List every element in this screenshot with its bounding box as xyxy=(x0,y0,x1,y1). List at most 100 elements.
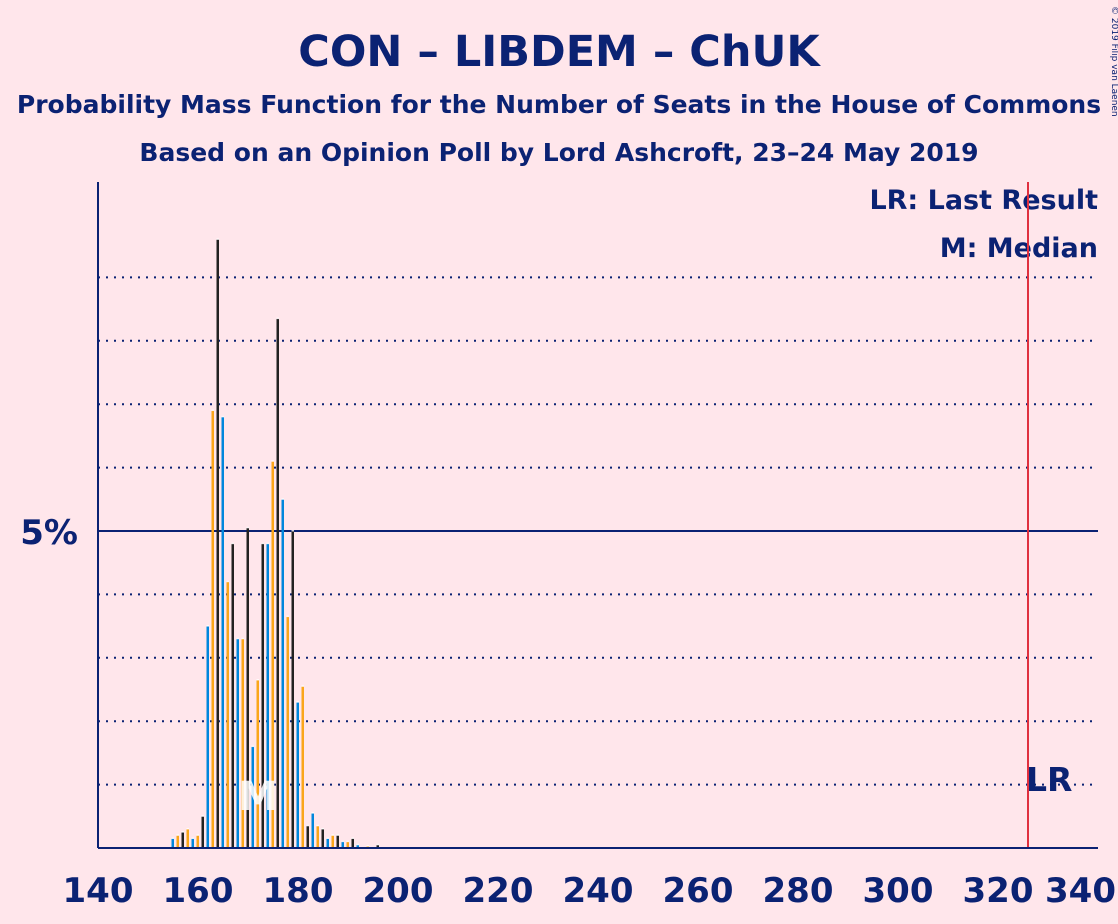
bar-libdem xyxy=(346,841,349,848)
bar-cap-chuk xyxy=(336,834,339,836)
bar-chuk xyxy=(201,816,204,848)
bar-chuk xyxy=(181,832,184,848)
bar-con xyxy=(281,499,284,848)
bar-chuk xyxy=(291,531,294,848)
axes: LR 5% 140 160 180 200 220 240 260 280 300 320 340 xyxy=(20,182,1116,911)
bar-con xyxy=(326,838,329,848)
bar-libdem xyxy=(241,638,244,848)
bar-con xyxy=(191,838,194,848)
bar-cap-con xyxy=(206,625,209,627)
bar-libdem xyxy=(211,410,214,848)
bar-cap-con xyxy=(341,840,344,843)
x-tick-label: 240 xyxy=(563,871,634,911)
x-tick-label: 300 xyxy=(863,871,934,911)
y-tick-label: 5% xyxy=(20,513,78,553)
bar-cap-libdem xyxy=(331,834,334,836)
bar-cap-con xyxy=(221,415,224,418)
bar-cap-libdem xyxy=(316,824,319,827)
bar-con xyxy=(311,813,314,848)
bar-cap-con xyxy=(236,637,239,640)
bar-libdem xyxy=(186,828,189,848)
bar-cap-chuk xyxy=(231,542,234,545)
x-tick-label: 260 xyxy=(663,871,734,911)
bar-con xyxy=(296,702,299,848)
bar-cap-con xyxy=(296,701,299,703)
bar-cap-libdem xyxy=(301,685,304,687)
bar-chuk xyxy=(276,318,279,848)
bar-con xyxy=(266,543,269,848)
bar-con xyxy=(221,416,224,848)
bar-libdem xyxy=(271,461,274,848)
last-result-label: LR xyxy=(1026,760,1072,799)
bar-cap-libdem xyxy=(256,678,259,681)
bar-con xyxy=(341,841,344,848)
bar-con xyxy=(251,746,254,848)
bar-cap-libdem xyxy=(211,409,214,412)
bar-chuk xyxy=(351,838,354,848)
bar-cap-chuk xyxy=(261,542,264,545)
bar-cap-libdem xyxy=(286,615,289,618)
bar-cap-libdem xyxy=(196,834,199,836)
x-tick-label: 320 xyxy=(963,871,1034,911)
bar-cap-con xyxy=(171,837,174,839)
bar-cap-chuk xyxy=(216,238,219,240)
bar-chuk xyxy=(231,543,234,848)
bar-cap-libdem xyxy=(186,827,189,830)
bars: M xyxy=(171,238,379,849)
x-tick-label: 180 xyxy=(263,871,334,911)
bar-chuk xyxy=(246,527,249,848)
bar-cap-con xyxy=(356,843,359,846)
bar-cap-libdem xyxy=(271,460,274,462)
x-tick-label: 280 xyxy=(763,871,834,911)
bar-libdem xyxy=(256,679,259,848)
bar-con xyxy=(236,638,239,848)
bar-libdem xyxy=(176,835,179,848)
copyright-text: © 2019 Filip van Laenen xyxy=(1109,6,1118,117)
bar-cap-con xyxy=(281,498,284,500)
bar-cap-con xyxy=(266,542,269,545)
legend-last-result: LR: Last Result xyxy=(869,185,1098,216)
bar-cap-chuk xyxy=(376,843,379,846)
bar-con xyxy=(356,844,359,848)
bar-chuk xyxy=(306,825,309,848)
bar-cap-chuk xyxy=(181,831,184,833)
bar-chuk xyxy=(336,835,339,848)
bar-libdem xyxy=(226,581,229,848)
bar-cap-con xyxy=(191,837,194,839)
bar-libdem xyxy=(286,616,289,848)
bar-chuk xyxy=(376,844,379,848)
bar-cap-chuk xyxy=(276,317,279,320)
bar-chuk xyxy=(261,543,264,848)
bar-cap-libdem xyxy=(176,834,179,836)
median-marker: M xyxy=(238,774,278,820)
bar-con xyxy=(171,838,174,848)
legend-median: M: Median xyxy=(940,233,1098,264)
x-tick-label: 200 xyxy=(363,871,434,911)
x-tick-label: 340 xyxy=(1045,871,1116,911)
bar-con xyxy=(206,626,209,848)
x-tick-label: 160 xyxy=(163,871,234,911)
bar-chuk xyxy=(216,239,219,849)
bar-cap-libdem xyxy=(346,840,349,843)
bar-cap-libdem xyxy=(241,637,244,640)
bar-libdem xyxy=(196,835,199,848)
chart-subtitle-2: Based on an Opinion Poll by Lord Ashcrof… xyxy=(139,138,978,167)
bar-libdem xyxy=(316,825,319,848)
bar-cap-chuk xyxy=(306,824,309,827)
bar-cap-chuk xyxy=(351,837,354,839)
grid-lines xyxy=(98,276,1098,786)
chart-subtitle: Probability Mass Function for the Number… xyxy=(17,90,1101,119)
x-tick-label: 140 xyxy=(63,871,134,911)
bar-libdem xyxy=(331,835,334,848)
bar-cap-chuk xyxy=(291,530,294,532)
bar-libdem xyxy=(301,686,304,848)
bar-chuk xyxy=(321,828,324,848)
bar-cap-libdem xyxy=(366,845,369,847)
bar-cap-con xyxy=(311,812,314,814)
bar-cap-con xyxy=(251,745,254,748)
bar-cap-chuk xyxy=(201,815,204,817)
x-tick-label: 220 xyxy=(463,871,534,911)
bar-cap-chuk xyxy=(321,827,324,830)
chart-title: CON – LIBDEM – ChUK xyxy=(298,27,821,77)
